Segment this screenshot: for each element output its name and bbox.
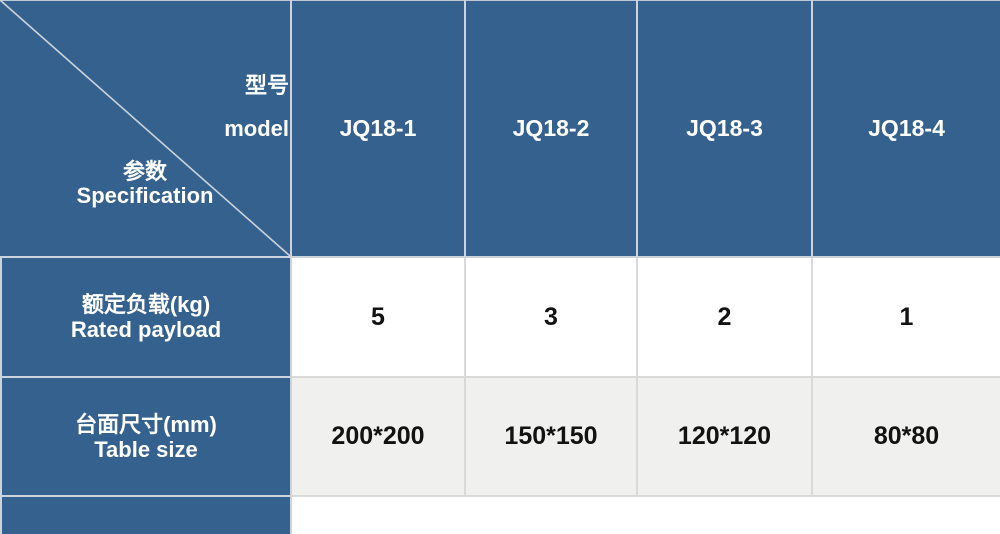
- diagonal-divider-line: [0, 0, 290, 256]
- row-label-rated-payload-en: Rated payload: [70, 317, 222, 342]
- partial-row-cells: [292, 497, 1000, 534]
- cell-table-size-jq18-4: 80*80: [813, 378, 1000, 497]
- corner-spec-label-zh: 参数: [122, 159, 167, 184]
- cell-table-size-jq18-1: 200*200: [292, 378, 466, 497]
- cell-rated-payload-jq18-2: 3: [466, 258, 638, 378]
- row-label-table-size-en: Table size: [94, 436, 198, 462]
- corner-header-cell: 型号 model 参数 Specification: [0, 0, 292, 258]
- cell-rated-payload-jq18-4: 1: [813, 258, 1000, 378]
- column-header-jq18-4: JQ18-4: [813, 0, 1000, 258]
- cell-table-size-jq18-3: 120*120: [638, 378, 813, 497]
- cell-rated-payload-jq18-1: 5: [292, 258, 466, 378]
- corner-model-label-en: model: [224, 116, 289, 141]
- column-header-jq18-3: JQ18-3: [638, 0, 813, 258]
- row-label-table-size: 台面尺寸(mm) Table size: [0, 378, 292, 497]
- cell-table-size-jq18-2: 150*150: [466, 378, 638, 497]
- corner-model-label-zh: 型号: [244, 73, 289, 98]
- column-header-jq18-2: JQ18-2: [466, 0, 638, 258]
- row-label-rated-payload-zh: 额定负载(kg): [81, 292, 211, 317]
- row-label-table-size-zh: 台面尺寸(mm): [75, 411, 217, 437]
- corner-model-label: 型号 model: [224, 64, 289, 150]
- cell-rated-payload-jq18-3: 2: [638, 258, 813, 378]
- corner-spec-label: 参数 Specification: [0, 160, 290, 208]
- row-label-rated-payload: 额定负载(kg) Rated payload: [0, 258, 292, 378]
- column-header-jq18-1: JQ18-1: [292, 0, 466, 258]
- row-label-partial: [0, 497, 292, 534]
- table-top-border: [0, 0, 1000, 1]
- corner-spec-label-en: Specification: [76, 183, 214, 208]
